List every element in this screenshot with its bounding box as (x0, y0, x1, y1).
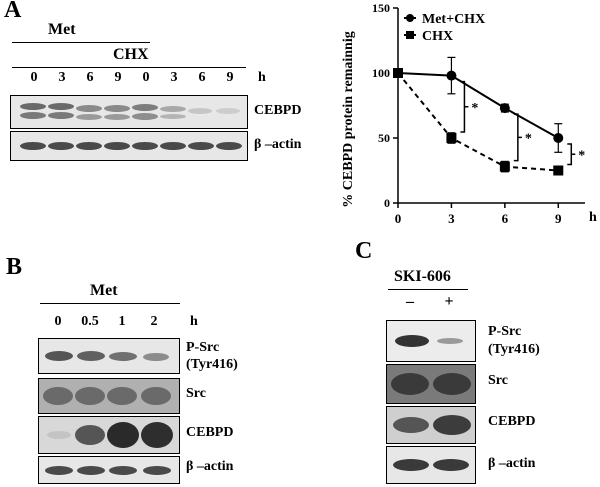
blot-cebpd-b (38, 416, 180, 454)
lane-label: + (444, 293, 454, 310)
blot-actin-c (386, 446, 476, 484)
lane-label: 0 (30, 70, 38, 85)
data-point (393, 68, 403, 78)
blot-actin-b (38, 456, 180, 484)
legend-marker-1 (406, 14, 414, 22)
y-tick-label: 150 (372, 1, 390, 15)
panel-b-letter: B (6, 254, 23, 280)
significance-star: * (525, 131, 532, 146)
blot-src-c (386, 364, 476, 404)
significance-bracket (567, 143, 576, 166)
series-line-1 (397, 72, 559, 139)
protein-label-tyr416-c: (Tyr416) (488, 342, 540, 357)
lane-label: 9 (114, 70, 122, 85)
y-tick-label: 0 (384, 196, 390, 210)
lane-label: 0 (142, 70, 150, 85)
blot-actin-a (10, 131, 248, 161)
time-unit-label-b: h (190, 314, 198, 329)
protein-label-psrc-b: P-Src (186, 340, 220, 355)
data-point (446, 70, 457, 81)
blot-cebpd-a (10, 95, 248, 129)
y-tick-label: 50 (378, 131, 390, 145)
lane-label: 3 (58, 70, 66, 85)
protein-label-src-c: Src (488, 373, 508, 388)
ski606-bracket-line (388, 289, 468, 290)
data-point (499, 161, 510, 172)
lane-label: 9 (226, 70, 234, 85)
data-point (553, 165, 564, 176)
lane-label: 0.5 (81, 314, 99, 329)
lane-label: 0 (54, 314, 62, 329)
lane-label: 3 (170, 70, 178, 85)
protein-label-psrc-c: P-Src (488, 324, 522, 339)
blot-psrc-b (38, 338, 180, 374)
met-bracket-line-b (40, 303, 180, 304)
ski606-label: SKI-606 (394, 268, 451, 285)
lane-label: – (406, 293, 414, 310)
chx-label: CHX (113, 46, 149, 63)
lane-label: 1 (118, 314, 126, 329)
data-point (446, 133, 457, 143)
protein-label-actin: β –actin (254, 137, 302, 152)
legend-marker-2 (406, 31, 414, 39)
significance-star: * (471, 101, 478, 116)
significance-bracket (460, 80, 469, 133)
blot-psrc-c (386, 320, 476, 362)
protein-label-src-b: Src (186, 386, 206, 401)
x-axis-label: h (589, 210, 597, 225)
panel-a-letter: A (4, 0, 22, 23)
met-bracket-line (12, 42, 150, 43)
protein-label-actin-c: β –actin (488, 456, 536, 471)
legend-label-1: Met+CHX (422, 12, 485, 27)
x-tick-label: 6 (502, 211, 509, 226)
data-point (499, 103, 510, 114)
protein-label-tyr416-b: (Tyr416) (186, 357, 238, 372)
blot-cebpd-c (386, 406, 476, 444)
x-tick-label: 3 (448, 211, 455, 226)
protein-label-cebpd-b: CEBPD (186, 425, 234, 440)
significance-bracket (513, 113, 522, 162)
protein-label-cebpd: CEBPD (254, 103, 302, 118)
x-tick-label: 0 (395, 211, 402, 226)
series-line-2 (397, 72, 559, 172)
panel-c-letter: C (355, 238, 373, 264)
lane-label: 6 (198, 70, 206, 85)
data-point (553, 133, 564, 143)
legend-label-2: CHX (422, 29, 453, 44)
lane-label: 6 (86, 70, 94, 85)
protein-label-actin-b: β –actin (186, 459, 234, 474)
time-unit-label: h (258, 70, 266, 85)
blot-src-b (38, 378, 180, 414)
x-tick-label: 9 (555, 211, 562, 226)
y-axis-label: % CEBPD protein remainnig (341, 31, 356, 207)
y-tick-label: 100 (372, 66, 390, 80)
met-label: Met (48, 21, 76, 38)
met-label-b: Met (90, 282, 118, 299)
chx-bracket-line (12, 67, 246, 68)
significance-star: * (578, 148, 585, 163)
lane-label: 2 (150, 314, 158, 329)
protein-label-cebpd-c: CEBPD (488, 414, 536, 429)
